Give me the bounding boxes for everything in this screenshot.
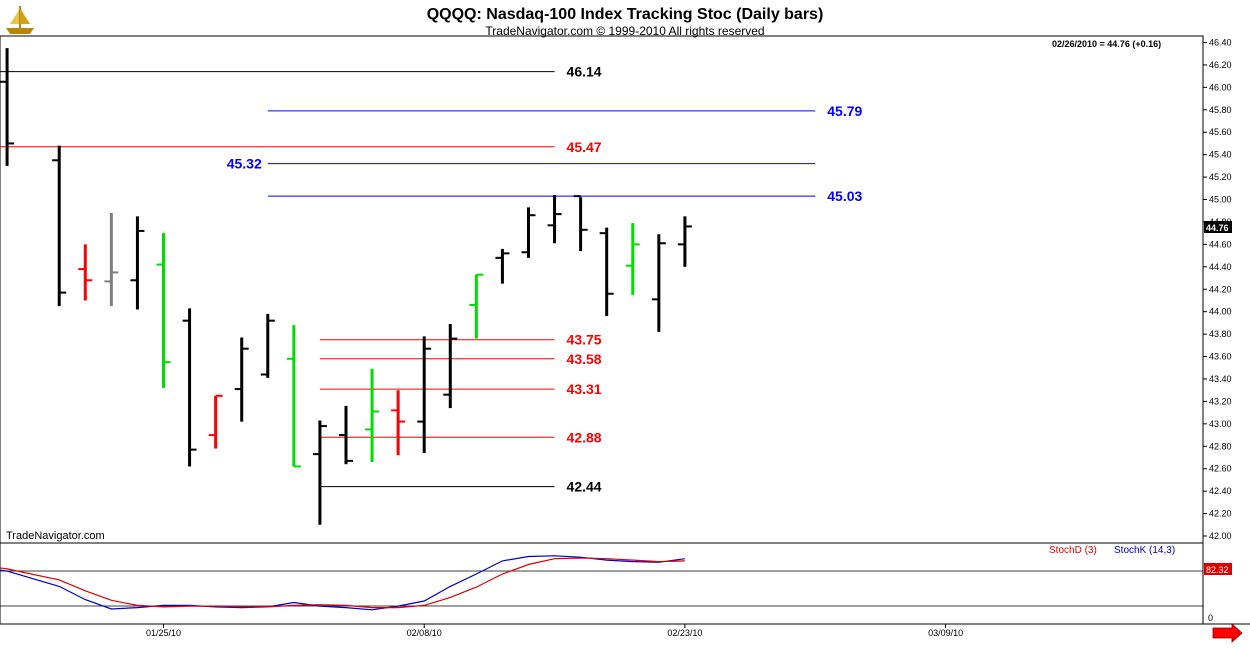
watermark: TradeNavigator.com (6, 530, 105, 542)
y-tick-label: 45.20 (1209, 172, 1232, 182)
ohlc-bar (182, 308, 197, 467)
ohlc-bar (625, 223, 640, 295)
y-tick-label: 46.00 (1209, 82, 1232, 92)
ohlc-bar (521, 207, 536, 258)
x-tick-label: 03/09/10 (928, 628, 963, 638)
y-tick-label: 43.00 (1209, 419, 1232, 429)
last-price-box (1204, 221, 1232, 233)
level-label: 43.58 (567, 351, 602, 367)
level-label: 42.88 (567, 429, 602, 445)
chart-title: QQQQ: Nasdaq-100 Index Tracking Stoc (Da… (427, 6, 824, 23)
ohlc-bar (651, 234, 666, 332)
y-tick-label: 43.80 (1209, 329, 1232, 339)
stoch-panel-frame (0, 542, 1204, 625)
y-tick-label: 45.80 (1209, 105, 1232, 115)
ohlc-bar (365, 368, 380, 462)
price-info: 02/26/2010 = 44.76 (+0.16) (1052, 39, 1161, 49)
date-x-axis: 01/25/10 02/08/10 02/23/10 03/09/10 (146, 624, 963, 638)
y-tick-label: 45.40 (1209, 150, 1232, 160)
ohlc-bar (234, 337, 249, 422)
ohlc-bar (286, 325, 301, 468)
ohlc-bar (417, 336, 432, 454)
stoch-series-line (0, 557, 685, 609)
y-tick-label: 43.40 (1209, 374, 1232, 384)
y-tick-label: 45.00 (1209, 195, 1232, 205)
stochk-legend: StochK (14,3) (1114, 545, 1175, 556)
level-label: 45.47 (567, 139, 602, 155)
level-label: 45.03 (827, 188, 862, 204)
stoch-last-label: 82.32 (1206, 565, 1229, 575)
x-tick-label: 02/23/10 (667, 628, 702, 638)
price-y-axis: 46.40 46.20 46.00 45.80 45.60 45.40 45.20 45.00… (1203, 38, 1232, 541)
y-tick-label: 44.00 (1209, 307, 1232, 317)
level-lines: 46.14 45.79 45.47 45.32 45.03 43.75 43.58 43.31… (0, 64, 862, 495)
y-tick-label: 42.00 (1209, 531, 1232, 541)
ohlc-bar (391, 390, 406, 456)
level-label: 45.79 (827, 103, 862, 119)
y-tick-label: 42.20 (1209, 509, 1232, 519)
ohlc-bar (0, 48, 15, 166)
ohlc-bar (78, 244, 93, 301)
ohlc-bar (469, 273, 484, 339)
level-label: 42.44 (567, 479, 602, 495)
ohlc-bar (495, 248, 510, 284)
copyright-text: TradeNavigator.com © 1999-2010 All right… (485, 24, 764, 38)
ohlc-bar (599, 227, 614, 317)
x-tick-label: 01/25/10 (146, 628, 181, 638)
sailboat-logo-icon (6, 6, 34, 34)
level-label: 45.32 (227, 156, 262, 172)
x-tick-label: 02/08/10 (407, 628, 442, 638)
y-tick-label: 46.20 (1209, 60, 1232, 70)
stoch-series-line (0, 555, 685, 611)
level-label: 43.31 (567, 381, 602, 397)
ohlc-bar (338, 405, 353, 465)
ohlc-bar (104, 212, 119, 307)
ohlc-bar (156, 233, 171, 388)
y-tick-label: 44.60 (1209, 239, 1232, 249)
y-tick-label: 43.20 (1209, 396, 1232, 406)
ohlc-bar (443, 324, 458, 409)
stoch-tick-zero: 0 (1208, 613, 1213, 623)
price-panel-frame (0, 35, 1204, 544)
ohlc-bar (260, 313, 275, 378)
price-bars (0, 48, 692, 525)
y-tick-label: 42.60 (1209, 464, 1232, 474)
ohlc-bar (677, 216, 692, 267)
y-tick-label: 43.60 (1209, 352, 1232, 362)
ohlc-bar (130, 216, 145, 310)
y-tick-label: 44.40 (1209, 262, 1232, 272)
level-label: 43.75 (567, 332, 602, 348)
level-label: 46.14 (567, 64, 602, 80)
scroll-right-arrow-icon[interactable] (1212, 623, 1243, 643)
ohlc-bar (547, 195, 562, 244)
ohlc-bar (208, 394, 223, 449)
y-tick-label: 45.60 (1209, 127, 1232, 137)
y-tick-label: 42.40 (1209, 486, 1232, 496)
ohlc-bar (312, 420, 327, 525)
y-tick-label: 46.40 (1209, 38, 1232, 48)
stoch-last-box (1204, 563, 1232, 575)
stoch-lines (0, 555, 685, 611)
y-tick-label: 42.80 (1209, 441, 1232, 451)
y-tick-label: 44.20 (1209, 284, 1232, 294)
last-price-label: 44.76 (1206, 223, 1229, 233)
ohlc-bar (573, 195, 588, 252)
stochd-legend: StochD (3) (1049, 545, 1097, 556)
ohlc-bar (52, 145, 67, 307)
